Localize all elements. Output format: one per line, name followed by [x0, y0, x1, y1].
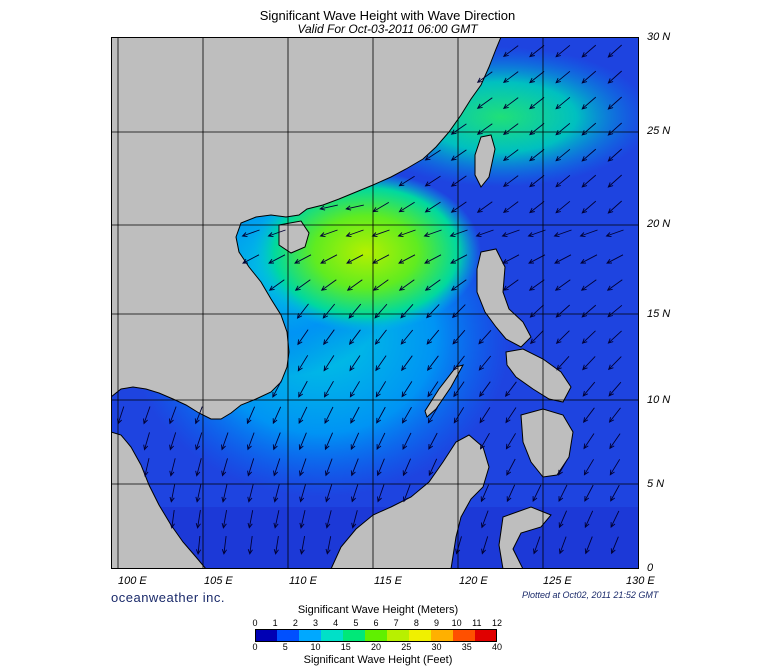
colorbar-swatch — [387, 629, 410, 642]
colorbar-feet-tick: 5 — [283, 642, 288, 652]
colorbar-title-meters: Significant Wave Height (Meters) — [255, 604, 501, 616]
map-title: Significant Wave Height with Wave Direct… — [0, 8, 775, 23]
colorbar-swatch — [453, 629, 476, 642]
lat-label-15n: 15 N — [647, 308, 670, 320]
lat-label-0: 0 — [647, 562, 653, 574]
lon-label-130e: 130 E — [626, 575, 655, 587]
lon-label-110e: 110 E — [289, 575, 317, 587]
colorbar-swatch — [431, 629, 454, 642]
colorbar-meter-tick: 7 — [394, 618, 399, 628]
lat-label-20n: 20 N — [647, 218, 670, 230]
lon-label-115e: 115 E — [374, 575, 402, 587]
colorbar-meter-tick: 12 — [492, 618, 502, 628]
colorbar-swatch — [365, 629, 388, 642]
colorbar-meter-tick: 9 — [434, 618, 439, 628]
colorbar-swatch — [277, 629, 300, 642]
colorbar-swatch — [255, 629, 278, 642]
colorbar-meter-tick: 8 — [414, 618, 419, 628]
colorbar-swatch — [299, 629, 322, 642]
colorbar-feet-tick: 15 — [341, 642, 351, 652]
colorbar-feet-tick: 0 — [252, 642, 257, 652]
colorbar-meter-tick: 11 — [472, 618, 481, 628]
colorbar-swatch — [321, 629, 344, 642]
colorbar-meter-tick: 0 — [252, 618, 257, 628]
colorbar-feet-tick: 25 — [401, 642, 411, 652]
colorbar-meter-tick: 3 — [313, 618, 318, 628]
lat-label-30n: 30 N — [647, 31, 670, 43]
colorbar — [255, 629, 497, 642]
colorbar-feet-ticks: 0 5 10 15 20 25 30 35 40 — [255, 642, 497, 654]
colorbar-feet-tick: 35 — [462, 642, 472, 652]
colorbar-swatch — [343, 629, 366, 642]
colorbar-meter-tick: 1 — [273, 618, 278, 628]
plotted-timestamp: Plotted at Oct02, 2011 21:52 GMT — [522, 590, 658, 600]
lat-label-5n: 5 N — [647, 478, 664, 490]
colorbar-meter-tick: 4 — [333, 618, 338, 628]
colorbar-feet-tick: 20 — [371, 642, 381, 652]
colorbar-meter-tick: 10 — [452, 618, 462, 628]
colorbar-feet-tick: 10 — [310, 642, 320, 652]
lon-label-105e: 105 E — [204, 575, 233, 587]
oceanweather-logo: oceanweather inc. — [111, 590, 225, 605]
colorbar-feet-tick: 30 — [431, 642, 441, 652]
lon-label-120e: 120 E — [459, 575, 488, 587]
lon-label-125e: 125 E — [543, 575, 572, 587]
colorbar-meter-tick: 2 — [293, 618, 298, 628]
lon-label-100e: 100 E — [118, 575, 147, 587]
colorbar-feet-tick: 40 — [492, 642, 502, 652]
colorbar-meter-tick: 6 — [373, 618, 378, 628]
lat-label-25n: 25 N — [647, 125, 670, 137]
lat-label-10n: 10 N — [647, 394, 670, 406]
colorbar-swatch — [475, 629, 497, 642]
colorbar-meter-tick: 5 — [353, 618, 358, 628]
wave-height-map — [111, 37, 639, 569]
colorbar-swatch — [409, 629, 432, 642]
colorbar-title-feet: Significant Wave Height (Feet) — [255, 654, 501, 666]
